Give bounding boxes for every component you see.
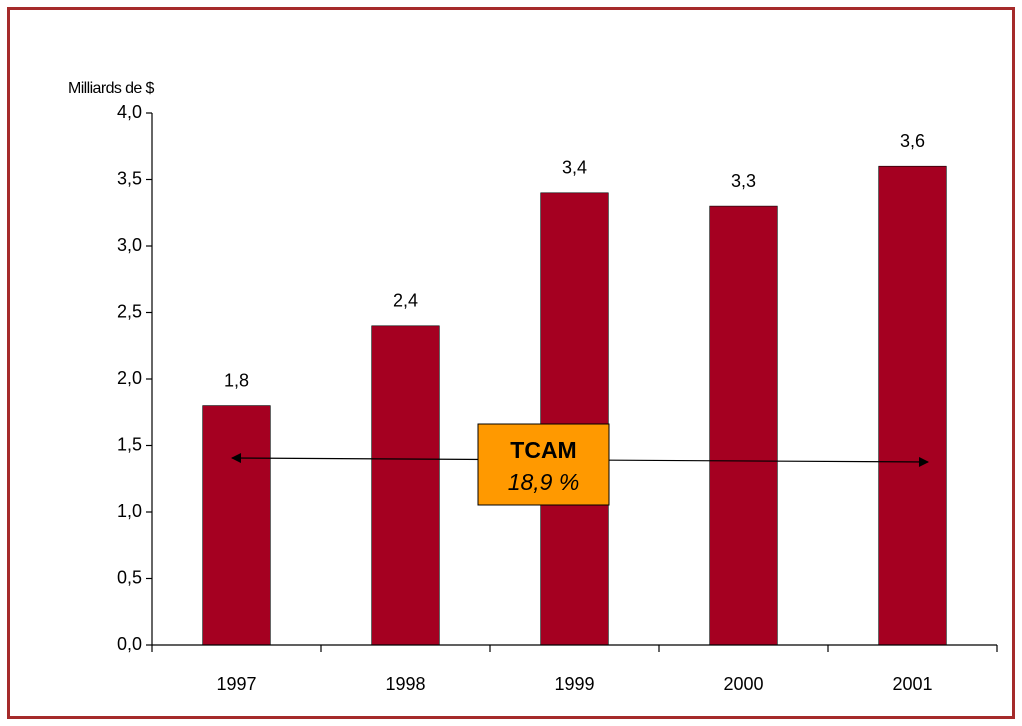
value-label: 2,4: [393, 291, 418, 311]
y-tick-label: 1,0: [117, 501, 142, 521]
value-label: 3,3: [731, 171, 756, 191]
x-tick-label: 1999: [554, 674, 594, 694]
y-tick-label: 2,5: [117, 301, 142, 321]
value-label: 3,4: [562, 158, 587, 178]
frame: [7, 7, 1015, 719]
y-tick-label: 0,5: [117, 567, 142, 587]
x-tick-label: 2001: [892, 674, 932, 694]
y-tick-label: 1,5: [117, 434, 142, 454]
annotation-box: [477, 423, 610, 506]
plot-area: 0,0 0,5 1,0 1,5 2,0 2,5 3,0 3,5 4,0 1,8 1997 2,4 199…: [117, 102, 998, 694]
x-tick-label: 1998: [385, 674, 425, 694]
bar: [878, 165, 947, 646]
y-tick-label: 3,5: [117, 168, 142, 188]
bar: [202, 405, 271, 646]
y-tick-label: 4,0: [117, 102, 142, 122]
y-tick-label: 2,0: [117, 368, 142, 388]
x-tick-label: 1997: [216, 674, 256, 694]
y-axis-label: Milliards de $: [68, 80, 155, 97]
bar: [709, 205, 778, 646]
value-label: 3,6: [900, 131, 925, 151]
y-tick-label: 0,0: [117, 634, 142, 654]
bar: [540, 192, 609, 646]
annotation-title: TCAM: [510, 437, 576, 463]
x-tick-label: 2000: [723, 674, 763, 694]
y-tick-label: 3,0: [117, 235, 142, 255]
annotation-text: 18,9 %: [508, 469, 580, 495]
bar: [371, 325, 440, 646]
value-label: 1,8: [224, 370, 249, 390]
